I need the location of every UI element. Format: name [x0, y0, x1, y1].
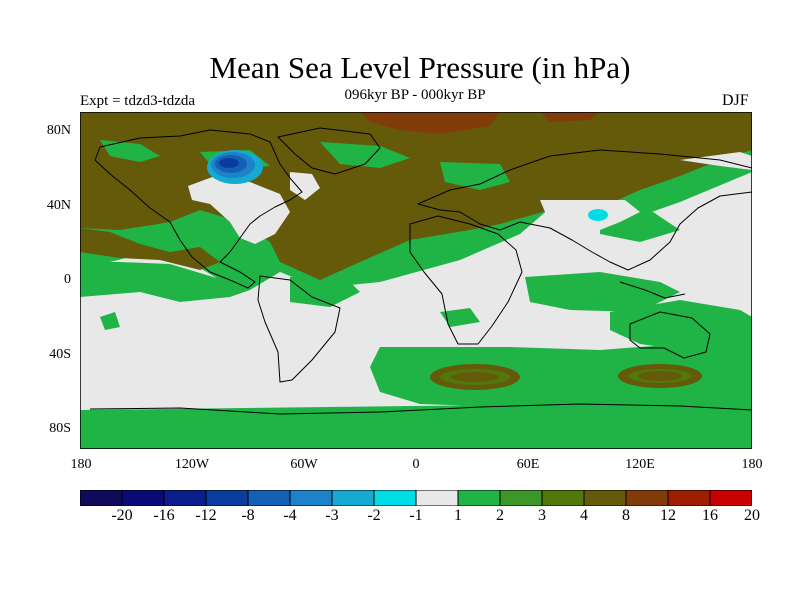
colorbar-tick-label: 4: [580, 507, 588, 524]
lon-label-120e: 120E: [625, 457, 655, 472]
colorbar-swatch: [709, 490, 752, 506]
colorbar-tick-label: 3: [538, 507, 546, 524]
colorbar-swatch: [373, 490, 417, 506]
colorbar-swatch: [163, 490, 207, 506]
experiment-label: Expt = tdzd3-tdzda: [80, 93, 196, 109]
colorbar-swatch: [289, 490, 333, 506]
colorbar-tick-label: 1: [454, 507, 462, 524]
colorbar-tick-label: -8: [241, 507, 255, 524]
colorbar-tick-label: 8: [622, 507, 630, 524]
anomaly-4-8hpa-core: [451, 371, 682, 382]
colorbar-swatch: [247, 490, 291, 506]
negative-anomaly-greenland: [207, 150, 263, 184]
colorbar-swatch: [667, 490, 711, 506]
period-subtitle: 096kyr BP - 000kyr BP: [344, 87, 486, 103]
colorbar-swatch: [205, 490, 249, 506]
lon-label-180w: 180: [70, 457, 92, 472]
season-label: DJF: [722, 92, 749, 109]
pressure-map: [80, 112, 752, 449]
lat-label-80s: 80S: [49, 421, 71, 436]
colorbar-tick-label: -16: [153, 507, 175, 524]
lat-label-0: 0: [64, 272, 71, 287]
lon-label-60e: 60E: [516, 457, 540, 472]
colorbar-tick-label: -12: [195, 507, 217, 524]
colorbar-swatch: [121, 490, 165, 506]
lon-label-180e: 180: [741, 457, 763, 472]
colorbar-tick-label: -2: [367, 507, 381, 524]
colorbar-swatch: [541, 490, 585, 506]
colorbar-swatch: [457, 490, 501, 506]
coastlines: [89, 127, 752, 415]
colorbar-tick-label: -1: [409, 507, 423, 524]
colorbar-tick-label: 2: [496, 507, 504, 524]
colorbar-tick-label: 16: [702, 507, 718, 524]
lat-label-40n: 40N: [46, 198, 71, 213]
lon-label-60w: 60W: [290, 457, 318, 472]
lon-label-120w: 120W: [174, 457, 210, 472]
colorbar-swatch: [499, 490, 543, 506]
colorbar-tick-label: -3: [325, 507, 339, 524]
lon-label-0: 0: [412, 457, 420, 472]
colorbar-tick-label: 12: [660, 507, 676, 524]
colorbar-swatch: [415, 490, 459, 506]
colorbar-swatch: [331, 490, 375, 506]
lat-label-40s: 40S: [49, 347, 71, 362]
lat-label-80n: 80N: [46, 123, 71, 138]
negative-anomaly-tibet: [588, 209, 608, 221]
page-title: Mean Sea Level Pressure (in hPa): [209, 50, 631, 85]
colorbar-swatch: [80, 490, 123, 506]
colorbar-tick-label: 20: [744, 507, 760, 524]
colorbar: [80, 490, 752, 506]
colorbar-tick-label: -4: [283, 507, 297, 524]
colorbar-swatch: [583, 490, 627, 506]
colorbar-tick-label: -20: [111, 507, 133, 524]
anomaly-8-12hpa: [360, 112, 600, 134]
colorbar-swatch: [625, 490, 669, 506]
